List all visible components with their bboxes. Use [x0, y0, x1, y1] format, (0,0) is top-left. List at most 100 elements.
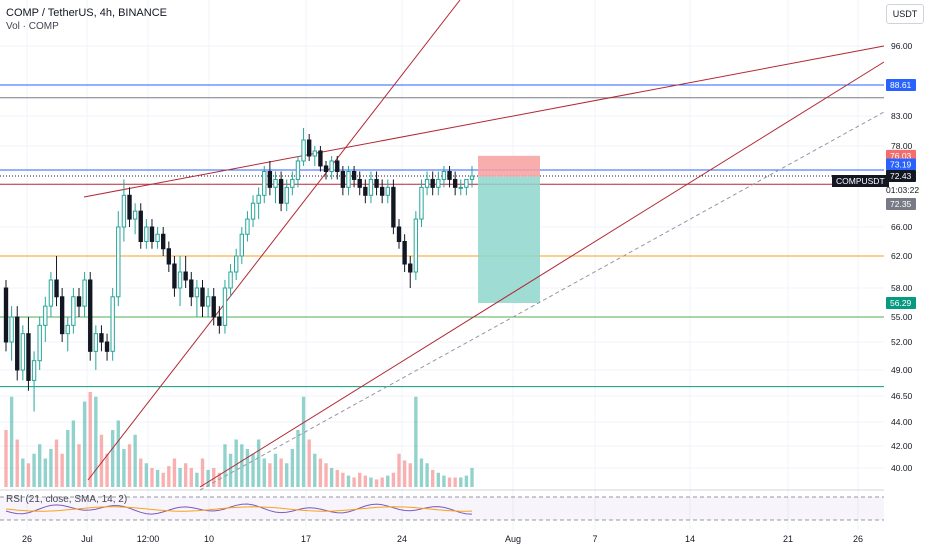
candle-body: [161, 233, 166, 250]
trendline-lower-channel: [199, 61, 885, 488]
badge-73-19-bg: [886, 158, 916, 171]
volume-bar-68: [386, 475, 390, 487]
volume-bar-73: [414, 396, 418, 487]
candle-body: [166, 248, 172, 265]
rsi-panel: 50.00: [0, 496, 911, 521]
candle-body: [396, 226, 402, 242]
trendline-upper-channel: [83, 45, 885, 198]
candle-body: [93, 333, 99, 352]
candle-body: [408, 263, 413, 273]
y-tick-2: 78.00: [891, 141, 913, 151]
volume-bar-45: [256, 439, 261, 487]
volume-bar-22: [127, 444, 132, 487]
candle-56: [318, 146, 323, 172]
candle-16: [93, 325, 99, 370]
y-tick-1: 83.00: [891, 111, 913, 121]
candle-45: [256, 187, 261, 220]
candle-body: [3, 287, 9, 343]
candle-body: [447, 171, 452, 180]
volume-bar-20: [116, 420, 120, 487]
candle-body: [267, 171, 273, 188]
currency-button[interactable]: USDT: [886, 4, 924, 24]
candle-body: [234, 255, 239, 273]
volume-bar-16: [94, 396, 98, 487]
volume-bar-69: [391, 472, 396, 487]
x-tick-8: 14: [685, 534, 695, 544]
candle-35: [200, 280, 205, 317]
candle-70: [396, 219, 402, 249]
candle-body: [351, 171, 357, 180]
volume-bar-41: [234, 439, 238, 487]
price-axis: 96.00 83.00 78.00 66.00 62.00 58.00 55.00 52.00…: [884, 0, 932, 550]
candle-26: [149, 219, 155, 249]
candle-body: [31, 360, 37, 381]
trendline-steep: [87, 0, 461, 481]
candle-body: [9, 316, 14, 343]
x-tick-5: 24: [397, 534, 407, 544]
candle-body: [363, 186, 368, 196]
trend-lines: [83, 0, 885, 491]
symbol-badge: COMPUSDT: [832, 175, 889, 187]
volume-label: Vol · COMP: [6, 21, 59, 32]
take-profit-zone: [478, 176, 540, 303]
x-tick-4: 17: [301, 534, 311, 544]
candle-body: [20, 333, 26, 371]
volume-bar-4: [26, 463, 31, 487]
candle-49: [278, 171, 284, 212]
candle-body: [329, 160, 334, 173]
candle-73: [413, 211, 419, 280]
candle-9: [54, 256, 59, 307]
volume-bar-47: [268, 463, 272, 487]
y-tick-9: 46.50: [891, 391, 913, 401]
candle-body: [346, 171, 351, 188]
candle-43: [245, 211, 250, 242]
candle-79: [447, 165, 452, 188]
candle-body: [155, 233, 160, 242]
volume-bar-81: [459, 477, 463, 487]
y-tick-6: 55.00: [891, 312, 913, 322]
candle-body: [340, 171, 346, 188]
candle-68: [385, 179, 390, 204]
x-tick-2: 12:00: [137, 534, 160, 544]
candle-body: [357, 178, 362, 188]
volume-bar-36: [206, 469, 210, 487]
volume-bar-72: [408, 463, 412, 487]
candle-13: [76, 288, 82, 317]
volume-bar-21: [122, 449, 126, 487]
candle-66: [374, 171, 379, 196]
candle-body: [419, 186, 424, 220]
volume-bar-35: [200, 458, 205, 487]
volume-bar-53: [301, 396, 306, 487]
volume-bar-23: [133, 434, 137, 487]
volume-bar-80: [453, 477, 457, 487]
volume-bar-12: [71, 420, 76, 487]
badge-current-bg: [886, 170, 916, 183]
candle-body: [290, 178, 295, 188]
candle-body: [132, 210, 138, 220]
volume-bar-50: [285, 463, 289, 487]
candle-body: [59, 296, 65, 335]
candle-body: [144, 226, 149, 242]
candle-body: [183, 271, 188, 281]
candle-0: [3, 280, 9, 352]
volume-bar-19: [110, 430, 115, 487]
volume-bar-64: [363, 475, 368, 487]
candle-body: [391, 186, 396, 228]
volume-bar-3: [21, 458, 25, 487]
volume-bar-58: [329, 468, 334, 487]
candle-body: [379, 186, 385, 196]
candle-15: [88, 272, 93, 361]
candle-47: [267, 160, 273, 196]
candle-19: [110, 288, 115, 361]
y-tick-3: 66.00: [891, 222, 913, 232]
candle-1: [9, 306, 14, 361]
volume-bar-37: [212, 468, 216, 487]
candle-78: [441, 165, 447, 188]
candle-25: [144, 219, 149, 249]
candle-74: [419, 179, 424, 227]
badge-56-29: 56.29: [890, 298, 912, 308]
position-zones: [478, 155, 540, 303]
candle-29: [166, 241, 172, 272]
